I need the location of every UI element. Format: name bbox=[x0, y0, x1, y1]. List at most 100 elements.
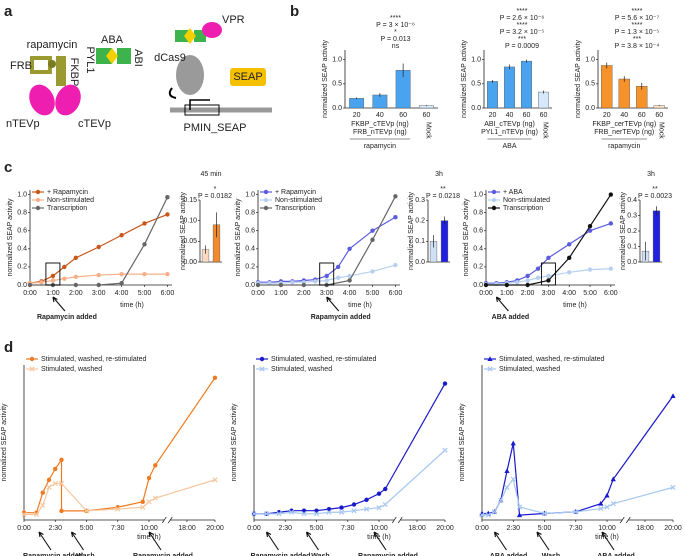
data-point bbox=[288, 509, 295, 515]
y-axis-label: normalized SEAP activity bbox=[322, 39, 329, 118]
x-tick-label: 6:00 bbox=[161, 290, 175, 297]
annotation: ABA added bbox=[597, 553, 634, 556]
legend-marker bbox=[491, 205, 497, 211]
data-point bbox=[119, 280, 124, 286]
bar bbox=[521, 60, 532, 109]
data-point bbox=[498, 497, 504, 504]
data-point bbox=[351, 508, 357, 514]
legend-label: Transcription bbox=[47, 205, 87, 212]
x-tick-label: 40 bbox=[620, 112, 628, 119]
legend-marker bbox=[487, 366, 493, 372]
y-axis-label: normalized SEAP activity bbox=[461, 39, 468, 118]
data-point bbox=[142, 242, 147, 247]
data-point bbox=[567, 242, 572, 247]
data-point bbox=[301, 508, 307, 513]
annotation: ABA added bbox=[490, 553, 527, 556]
data-point bbox=[39, 280, 44, 285]
annotation-arrow bbox=[305, 531, 319, 551]
data-point bbox=[52, 480, 58, 487]
diagram-label: VPR bbox=[222, 14, 245, 26]
data-point bbox=[96, 244, 101, 250]
x-tick-label: 2:30 bbox=[48, 525, 62, 532]
axis-break bbox=[394, 517, 401, 523]
legend-marker bbox=[29, 356, 35, 362]
data-point bbox=[278, 282, 284, 288]
data-point bbox=[347, 273, 352, 279]
data-point bbox=[370, 228, 375, 233]
series-line bbox=[24, 377, 216, 514]
x-tick-label: 60 bbox=[638, 112, 646, 119]
x-tick-label: 0:00 bbox=[247, 525, 261, 532]
x-tick-label: 0:00 bbox=[23, 290, 37, 297]
data-point bbox=[53, 466, 58, 472]
annotation: P = 0.0182 bbox=[198, 193, 232, 200]
data-point bbox=[324, 278, 329, 283]
data-point bbox=[370, 269, 375, 274]
ctevp bbox=[55, 84, 81, 116]
annotation: **** bbox=[390, 15, 401, 22]
data-point bbox=[670, 393, 676, 398]
rapamycin-molecule bbox=[48, 60, 56, 68]
x-tick-label: 60 bbox=[655, 112, 663, 119]
axis-break bbox=[164, 517, 171, 523]
data-point bbox=[301, 511, 307, 517]
y-tick-label: 0.1 bbox=[627, 243, 637, 250]
annotation: P = 0.0218 bbox=[426, 193, 460, 200]
x-tick-label: 3:00 bbox=[542, 290, 556, 297]
data-point bbox=[146, 475, 152, 481]
data-point bbox=[33, 511, 40, 518]
y-tick-label: 0.4 bbox=[473, 246, 483, 253]
bar bbox=[538, 91, 549, 109]
annotation: Wash bbox=[542, 553, 560, 556]
bar bbox=[618, 78, 630, 109]
legend-label: + ABA bbox=[503, 189, 523, 196]
data-point bbox=[142, 221, 147, 226]
x-tick-label: 4:00 bbox=[343, 290, 357, 297]
y-tick-label: 0.8 bbox=[17, 209, 27, 216]
data-point bbox=[608, 192, 614, 197]
data-point bbox=[546, 273, 551, 279]
data-point bbox=[59, 508, 64, 514]
legend-marker bbox=[263, 205, 269, 211]
x-tick-label: 60 bbox=[523, 112, 531, 119]
x-tick-label: 1:00 bbox=[274, 290, 288, 297]
legend-label: Stimulated, washed bbox=[41, 366, 102, 373]
data-point bbox=[567, 255, 572, 261]
legend-label: + Rapamycin bbox=[275, 189, 316, 196]
data-point bbox=[485, 512, 491, 518]
x-tick-label: 4:00 bbox=[562, 290, 576, 297]
legend-marker bbox=[35, 197, 41, 203]
x-tick-label: 60 bbox=[422, 112, 430, 119]
y-tick-label: 0.0 bbox=[245, 282, 255, 289]
annotation: Wash bbox=[311, 553, 329, 556]
diagram-label: FRB bbox=[10, 60, 32, 72]
group-label: rapamycin bbox=[364, 143, 396, 150]
annotation: P = 3.8 × 10⁻⁴ bbox=[615, 43, 660, 50]
y-axis-label: normalized SEAP activity bbox=[575, 39, 582, 118]
panel-label: a bbox=[4, 3, 13, 20]
data-point bbox=[119, 233, 124, 238]
data-point bbox=[504, 484, 510, 490]
y-tick-label: 1.0 bbox=[473, 191, 483, 198]
y-tick-label: 0.8 bbox=[473, 209, 483, 216]
y-tick-label: 0.2 bbox=[415, 218, 425, 225]
annotation-arrow bbox=[536, 531, 550, 551]
diagram-label: FKBP bbox=[68, 58, 80, 87]
promoter-arrow bbox=[189, 99, 210, 110]
x-axis-label: time (h) bbox=[348, 302, 372, 309]
annotation: P = 2.6 × 10⁻⁶ bbox=[500, 15, 545, 22]
x-tick-label: 40 bbox=[376, 112, 384, 119]
data-point bbox=[212, 375, 218, 380]
legend-marker bbox=[35, 189, 41, 195]
data-point bbox=[324, 273, 329, 279]
axis-break bbox=[622, 517, 629, 523]
y-axis-label: normalized SEAP activity bbox=[408, 191, 415, 270]
data-point bbox=[573, 509, 579, 515]
x-tick-label: 20 bbox=[489, 112, 497, 119]
y-tick-label: 0.8 bbox=[245, 209, 255, 216]
series-line bbox=[254, 383, 446, 515]
annotation: ABA added bbox=[492, 314, 529, 321]
bar bbox=[349, 98, 365, 109]
data-point bbox=[494, 281, 499, 287]
data-point bbox=[146, 499, 152, 505]
